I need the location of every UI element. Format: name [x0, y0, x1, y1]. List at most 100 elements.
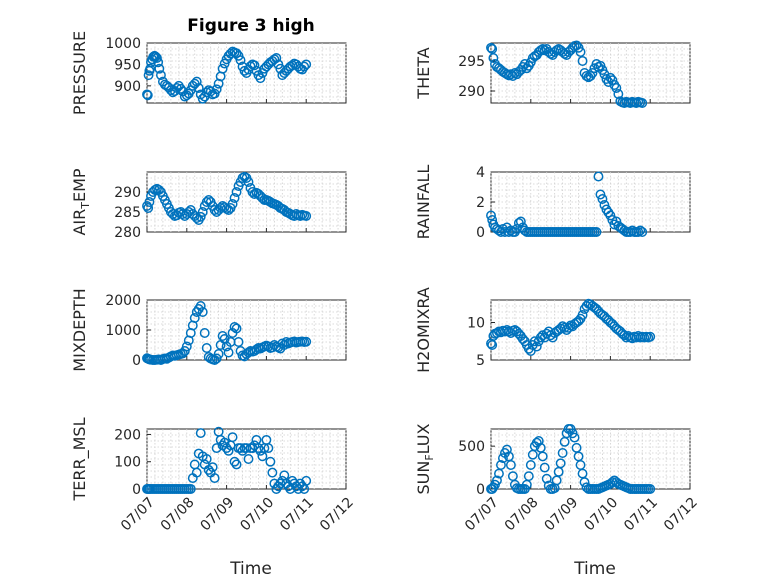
data-point	[633, 227, 644, 237]
y-axis-label: H2OMIXRA	[414, 287, 433, 373]
data-point	[154, 63, 165, 74]
data-point	[301, 336, 312, 347]
data-point	[179, 346, 190, 356]
data-point	[233, 337, 244, 347]
data-point	[199, 328, 210, 338]
x-tick-label: 07/09	[198, 495, 238, 535]
x-tick-label: 07/10	[581, 495, 621, 535]
data-point	[193, 83, 204, 93]
y-tick-label: 500	[458, 439, 485, 455]
data-point	[235, 443, 246, 454]
x-tick-label: 07/10	[237, 495, 277, 535]
data-point	[150, 185, 160, 195]
data-point	[155, 70, 166, 81]
data-point	[523, 471, 534, 482]
data-point	[191, 467, 202, 478]
x-axis-label-right: Time	[573, 559, 616, 579]
data-point	[515, 216, 526, 227]
data-point	[265, 456, 276, 467]
y-axis-label: THETA	[414, 47, 433, 99]
data-point	[299, 61, 310, 72]
y-tick-label: 900	[114, 79, 141, 95]
y-tick-label: 285	[114, 205, 141, 221]
data-point	[486, 210, 496, 221]
data-point	[145, 63, 156, 74]
data-point	[531, 341, 542, 352]
data-point	[211, 84, 222, 95]
data-point	[496, 460, 506, 470]
data-point	[595, 189, 606, 200]
data-point	[201, 454, 212, 464]
data-point	[555, 458, 566, 469]
data-point	[551, 45, 562, 56]
x-tick-label: 07/11	[621, 495, 661, 535]
y-tick-label: 0	[132, 353, 141, 369]
x-axis-label-left: Time	[229, 559, 272, 579]
data-point	[165, 85, 176, 96]
subplot-terrmsl: 0 100 200 07/07 07/08 07/09 07/10 07/11 07/12 TER…	[70, 417, 357, 534]
data-point	[175, 83, 186, 94]
subplot-sunflux: 0 500 07/07 07/08 07/09 07/10 07/11 07/12 SUNFLU…	[414, 423, 701, 534]
x-tick-label: 07/07	[118, 495, 158, 535]
data-point	[231, 187, 242, 197]
subplot-mixdepth: 0 1000 2000 MIXDEPTH	[70, 288, 347, 372]
data-point	[191, 213, 202, 223]
data-point	[189, 313, 200, 323]
y-tick-label: 100	[114, 455, 141, 471]
data-point	[301, 475, 312, 486]
data-point	[597, 194, 608, 204]
data-point	[301, 211, 312, 221]
data-point	[501, 444, 512, 455]
y-tick-label: 2000	[105, 293, 141, 309]
data-point	[150, 51, 161, 62]
data-point	[599, 200, 610, 210]
data-point	[537, 44, 548, 54]
y-tick-label: 2	[476, 195, 485, 211]
y-axis-label: SUNFLUX	[414, 423, 436, 494]
data-point	[509, 68, 520, 78]
data-point	[144, 197, 155, 207]
y-axis-label: RAINFALL	[414, 165, 433, 240]
data-point	[645, 484, 656, 494]
data-point	[539, 462, 550, 473]
data-point	[211, 353, 222, 364]
y-tick-label: 280	[114, 225, 141, 241]
data-point	[201, 343, 212, 353]
y-tick-label: 0	[476, 225, 485, 241]
data-point	[247, 187, 258, 197]
x-tick-label: 07/08	[502, 495, 542, 535]
y-tick-label: 0	[132, 482, 141, 498]
data-point	[497, 453, 508, 464]
y-tick-label: 5	[476, 353, 485, 369]
data-point	[577, 310, 588, 320]
subplot-rainfall: 0 2 4 RAINFALL	[414, 165, 691, 241]
data-point	[153, 57, 164, 68]
data-point	[195, 211, 206, 222]
data-point	[213, 349, 224, 359]
data-point	[229, 193, 240, 203]
data-point	[249, 60, 260, 71]
data-point	[488, 53, 499, 63]
data-point	[635, 225, 646, 236]
data-point	[486, 42, 496, 53]
data-point	[245, 61, 256, 72]
data-point	[211, 443, 222, 454]
y-tick-label: 10	[467, 316, 485, 332]
data-point	[605, 210, 616, 221]
data-point	[533, 436, 544, 446]
data-point	[505, 460, 516, 470]
data-point	[229, 456, 240, 467]
data-point	[223, 347, 234, 358]
data-point	[207, 462, 218, 473]
subplot-theta: 290 295 THETA	[414, 40, 691, 108]
y-tick-label: 950	[114, 57, 141, 73]
data-point	[223, 445, 234, 456]
data-point	[249, 189, 260, 199]
x-tick-label: 07/12	[661, 495, 701, 535]
subplot-h2omixra: 5 10 H2OMIXRA	[414, 287, 691, 373]
data-point	[569, 432, 580, 443]
data-point	[143, 203, 154, 213]
data-point	[267, 467, 278, 478]
data-point	[229, 322, 240, 332]
data-point	[197, 207, 208, 217]
